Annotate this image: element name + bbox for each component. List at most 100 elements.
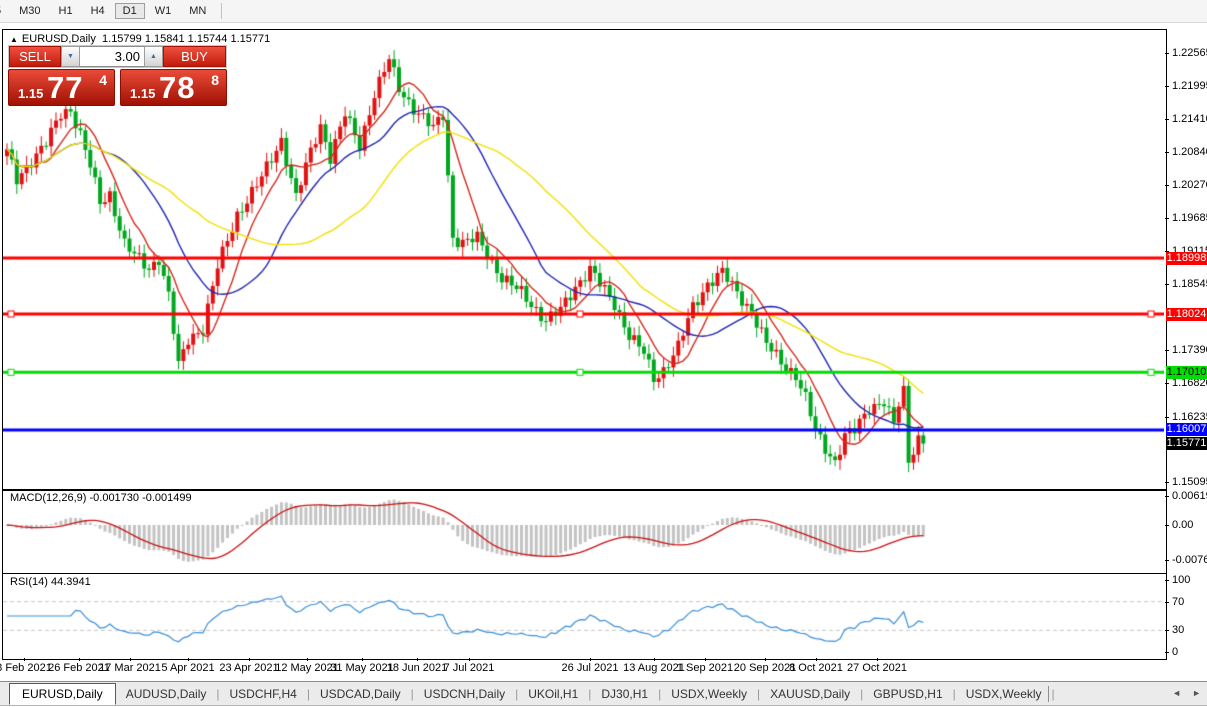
timeframe-5[interactable]: 5 [0,3,9,19]
tab-scroll-left-icon[interactable]: ◄ [1172,688,1181,698]
price-pane [2,29,1167,490]
price-badge: 1.18024 [1166,307,1207,321]
date-axis-label: 1 Sep 2021 [676,662,734,674]
price-axis-label: 1.21995 [1172,79,1207,92]
timeframe-h1[interactable]: H1 [58,5,73,17]
price-axis-label: 1.22565 [1172,46,1207,59]
chart-tab-usdx-weekly[interactable]: USDX,Weekly [671,686,747,701]
price-axis-tick [1165,350,1169,352]
price-axis-tick [1165,52,1169,54]
chart-tab-usdcnh-daily[interactable]: USDCNH,Daily [423,686,506,701]
price-axis-label: 1.16820 [1172,377,1207,390]
price-axis-tick [1165,416,1169,418]
one-click-trade-panel: SELL ▼ ▲ BUY 1.15 77 4 1.15 78 8 [8,45,227,106]
macd-axis-label: 0.00 [1172,519,1194,531]
chart-tab-xauusd-daily[interactable]: XAUUSD,Daily [770,686,851,701]
date-axis-tick [469,658,470,661]
rsi-axis-tick [1165,580,1169,581]
toolbar-separator [221,3,223,19]
timeframe-d1[interactable]: D1 [114,3,145,19]
rsi-axis-tick [1165,601,1169,603]
macd-canvas[interactable] [3,491,1164,571]
chart-tab-ukoil-h1[interactable]: UKOil,H1 [528,686,579,701]
sell-button[interactable]: SELL [9,46,61,67]
price-axis-tick [1165,482,1169,484]
date-axis-tick [765,658,766,661]
volume-increase-button[interactable]: ▲ [144,46,163,67]
date-axis-tick [877,658,878,661]
date-axis-label: 5 Apr 2021 [161,662,215,674]
date-axis-label: 8 Oct 2021 [789,662,843,674]
buy-price-big: 78 [159,70,196,105]
price-badge: 1.16007 [1166,423,1207,437]
timeframe-mn[interactable]: MN [189,5,207,17]
chart-tab-eurusd-daily[interactable]: EURUSD,Daily [9,682,116,705]
tab-divider: | [1051,686,1055,701]
timeframe-w1[interactable]: W1 [154,5,172,17]
macd-label: MACD(12,26,9) -0.001730 -0.001499 [10,492,192,504]
date-axis-tick [130,658,131,661]
timeframe-m30[interactable]: M30 [19,5,41,17]
chart-tab-usdcad-daily[interactable]: USDCAD,Daily [319,686,401,701]
trade-quotes-row: 1.15 77 4 1.15 78 8 [8,69,227,106]
date-axis-label: 18 Jun 2021 [386,662,448,674]
buy-button[interactable]: BUY [163,46,226,67]
date-axis-label: 27 Oct 2021 [847,662,907,674]
chart-ohlc-values: 1.15799 1.15841 1.15744 1.15771 [102,33,271,45]
tab-divider: | [216,686,220,701]
tab-divider: | [757,686,761,701]
price-axis-tick [1165,284,1169,286]
buy-price-prefix: 1.15 [130,86,156,101]
macd-axis-tick [1165,525,1169,526]
price-axis-label: 1.16235 [1172,410,1207,423]
price-axis[interactable]: 1.22565 1.21995 1.21410 1.20840 1.20270 1.196… [1165,29,1207,659]
symbol-collapse-icon[interactable]: ▲ [10,35,18,44]
price-axis-label: 1.20840 [1172,146,1207,159]
rsi-canvas[interactable] [3,574,1164,657]
timeframe-toolbar: 5 M30 H1 H4 D1 W1 MN [0,0,1207,23]
tab-divider: | [952,686,956,701]
price-badge: 1.18998 [1166,251,1207,265]
buy-price-display[interactable]: 1.15 78 8 [120,69,227,106]
sell-price-display[interactable]: 1.15 77 4 [8,69,115,106]
buy-price-sup: 8 [211,72,219,88]
date-axis-tick [590,658,591,661]
sell-price-prefix: 1.15 [18,86,44,101]
date-axis-label: 13 Aug 2021 [623,662,685,674]
price-axis-tick [1165,218,1169,220]
chart-tab-dj30-h1[interactable]: DJ30,H1 [601,686,649,701]
price-chart-canvas[interactable] [3,30,1164,487]
sell-price-big: 77 [47,70,84,105]
volume-decrease-button[interactable]: ▼ [61,46,80,67]
date-axis-tick [705,658,706,661]
tab-divider: | [860,686,864,701]
chart-symbol-label: EURUSD,Daily [21,33,96,45]
date-axis-tick [654,658,655,661]
date-axis-tick [816,658,817,661]
chart-tab-gbpusd-h1[interactable]: GBPUSD,H1 [873,686,943,701]
chart-tab-usdchf-h4[interactable]: USDCHF,H4 [229,686,297,701]
tab-divider: | [588,686,592,701]
chart-tab-audusd-daily[interactable]: AUDUSD,Daily [125,686,207,701]
rsi-axis-label: 0 [1172,646,1179,658]
macd-axis-label: -0.007621 [1172,554,1207,567]
date-axis-label: 26 Jul 2021 [561,662,619,674]
date-axis-label: 12 May 2021 [275,662,339,674]
macd-axis-tick [1165,496,1169,498]
date-axis-label: 31 May 2021 [330,662,394,674]
price-axis-tick [1165,85,1169,87]
tab-divider: | [306,686,310,701]
date-axis-tick [188,658,189,661]
timeframe-h4[interactable]: H4 [90,5,105,17]
date-axis-tick [79,658,80,661]
date-axis-tick [307,658,308,661]
tab-scroll-right-icon[interactable]: ► [1192,688,1201,698]
date-axis-label: 8 Feb 2021 [0,662,52,674]
date-axis-tick [417,658,418,661]
price-badge: 1.15771 [1166,437,1207,451]
chart-tab-usdx-weekly[interactable]: USDX,Weekly [965,686,1042,701]
rsi-axis-label: 70 [1172,595,1185,608]
date-axis-label: 23 Apr 2021 [219,662,279,674]
volume-input[interactable] [80,46,144,67]
rsi-axis-label: 100 [1172,574,1191,586]
